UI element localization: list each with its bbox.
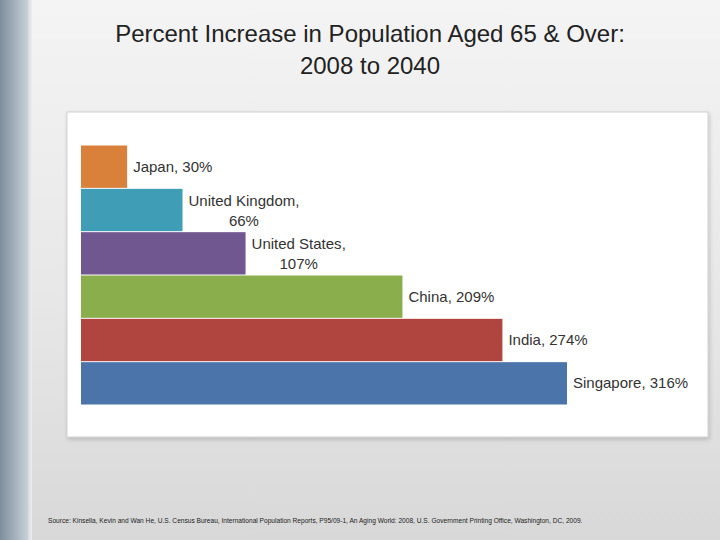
value-label: 316% <box>650 374 688 391</box>
category-label: United Kingdom <box>189 192 296 209</box>
chart: Japan, 30% United Kingdom, 66% United State… <box>0 0 720 540</box>
value-label: 274% <box>549 331 587 348</box>
bar <box>81 362 567 404</box>
data-label: Singapore, 316% <box>573 374 688 391</box>
label-separator: , <box>342 235 346 252</box>
data-label: United Kingdom, 66% <box>189 192 300 229</box>
label-separator: , <box>641 374 649 391</box>
source-note: Source: Kinsella, Kevin and Wan He, U.S.… <box>48 517 718 524</box>
data-label: China, 209% <box>408 288 494 305</box>
bar <box>81 146 127 188</box>
bar <box>81 189 183 231</box>
category-label: Japan <box>133 158 174 175</box>
value-label: 30% <box>182 158 212 175</box>
bar <box>81 232 246 274</box>
label-separator: , <box>174 158 182 175</box>
bars <box>81 146 567 405</box>
chart-frame <box>67 112 708 437</box>
category-label: China <box>408 288 448 305</box>
data-label: Japan, 30% <box>133 158 212 175</box>
side-stripe-edge <box>28 0 32 540</box>
category-label: Singapore <box>573 374 641 391</box>
slide: Percent Increase in Population Aged 65 &… <box>0 0 720 540</box>
bar <box>81 319 502 361</box>
data-label: India, 274% <box>508 331 587 348</box>
value-label: 66% <box>229 212 259 229</box>
category-label: United States <box>252 235 342 252</box>
value-label: 209% <box>456 288 494 305</box>
chart-title: Percent Increase in Population Aged 65 &… <box>40 18 700 82</box>
data-labels: Japan, 30% United Kingdom, 66% United State… <box>133 158 688 392</box>
data-label: United States, 107% <box>252 235 346 272</box>
label-separator: , <box>295 192 299 209</box>
side-stripe <box>0 0 28 540</box>
value-label: 107% <box>279 255 317 272</box>
category-label: India <box>508 331 541 348</box>
label-separator: , <box>541 331 549 348</box>
bar <box>81 276 402 318</box>
label-separator: , <box>448 288 456 305</box>
